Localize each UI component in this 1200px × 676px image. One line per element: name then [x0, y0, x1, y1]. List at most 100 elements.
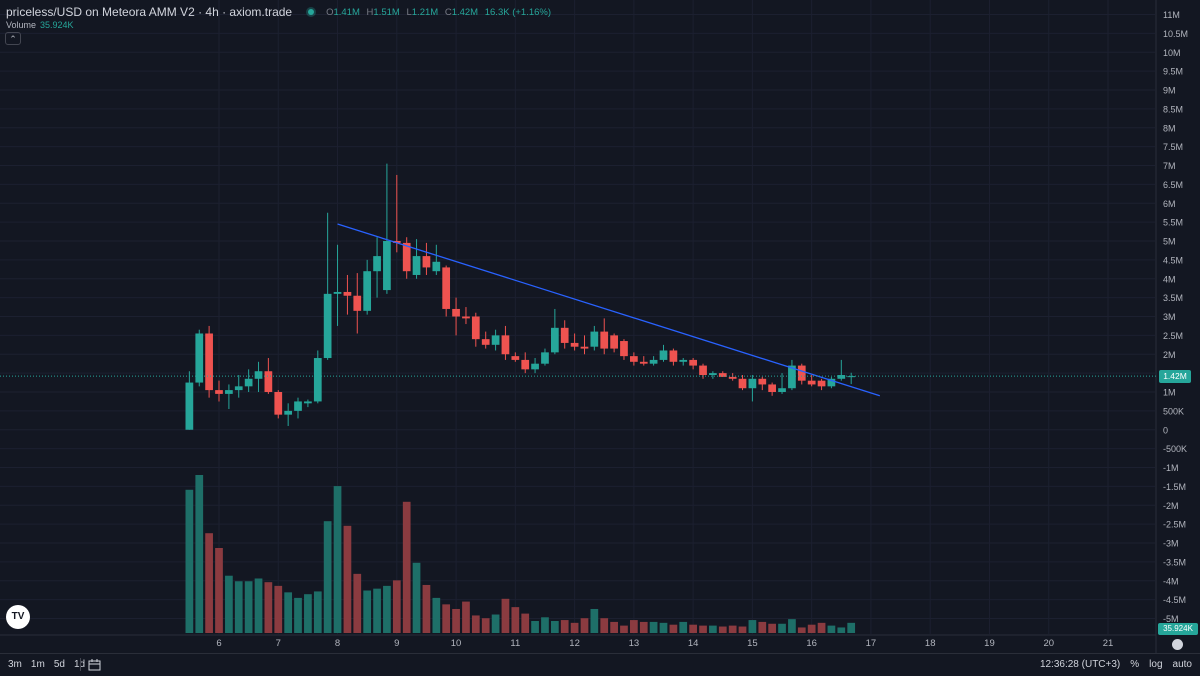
- volume-bar: [402, 501, 411, 633]
- candle-body: [412, 256, 421, 275]
- percent-scale-button[interactable]: %: [1130, 659, 1140, 670]
- low-label: L: [406, 6, 412, 18]
- volume-bar: [392, 580, 401, 633]
- candle-body: [383, 241, 391, 291]
- volume-bar: [827, 625, 836, 633]
- clock-time[interactable]: 12:36:28 (UTC+3): [1039, 659, 1121, 670]
- volume-bar: [215, 547, 223, 633]
- volume-bar: [630, 620, 638, 633]
- price-tick-label: 2.5M: [1163, 331, 1183, 341]
- candle-body: [738, 378, 747, 389]
- candle-body: [274, 392, 283, 415]
- chevron-up-icon: ⌃: [9, 34, 17, 44]
- candle-body: [827, 378, 836, 387]
- volume-bar: [649, 621, 658, 633]
- volume-bars: [185, 475, 856, 633]
- range-1d-button[interactable]: 1d: [74, 659, 85, 670]
- volume-bar: [807, 624, 816, 633]
- candle-body: [481, 339, 490, 345]
- tradingview-logo[interactable]: TV: [6, 605, 30, 629]
- scale-options: 12:36:28 (UTC+3) % log auto: [1040, 659, 1192, 670]
- candle-body: [560, 327, 569, 343]
- volume-bar: [639, 621, 648, 633]
- volume-bar: [679, 621, 688, 633]
- candle-body: [639, 361, 648, 364]
- candle-body: [501, 335, 510, 355]
- time-tick-label: 11: [510, 638, 520, 649]
- candle-body: [551, 327, 559, 353]
- last-volume-label: 35.924K: [1158, 623, 1198, 635]
- candle-body: [570, 342, 579, 347]
- candle-body: [541, 352, 549, 364]
- candle-body: [689, 359, 697, 366]
- candle-body: [590, 331, 599, 347]
- symbol-title[interactable]: priceless/USD on Meteora AMM V2 · 4h · a…: [6, 5, 293, 19]
- volume-bar: [185, 489, 194, 633]
- candle-body: [373, 256, 381, 272]
- volume-bar: [847, 622, 856, 633]
- time-axis[interactable]: 6 7 8 9 10 11 12 13 14 15 16 17 18 19 20 21: [216, 638, 1113, 649]
- price-tick-label: 10.5M: [1163, 29, 1188, 39]
- range-3m-button[interactable]: 3m: [8, 659, 22, 670]
- price-tick-label: 8M: [1163, 123, 1176, 133]
- volume-bar: [600, 618, 609, 633]
- trendline-layer[interactable]: [337, 223, 881, 397]
- scale-settings-button[interactable]: [1172, 639, 1183, 650]
- volume-bar: [452, 608, 460, 633]
- time-tick-label: 7: [276, 638, 281, 649]
- price-tick-label: -1.5M: [1163, 482, 1186, 492]
- high-label: H: [366, 6, 374, 18]
- volume-bar: [709, 625, 717, 633]
- candle-body: [600, 331, 609, 349]
- volume-bar: [570, 622, 579, 633]
- candle-body: [195, 333, 204, 383]
- candle-body: [699, 365, 707, 376]
- candle-body: [511, 356, 520, 360]
- candle-body: [709, 373, 717, 376]
- time-tick-label: 13: [629, 638, 640, 649]
- price-tick-label: -4.5M: [1163, 595, 1186, 605]
- volume-bar: [511, 607, 520, 633]
- toolbar-divider: [80, 658, 81, 671]
- volume-bar: [234, 581, 243, 633]
- price-tick-label: 6M: [1163, 199, 1176, 209]
- price-tick-label: 3.5M: [1163, 293, 1183, 303]
- volume-value: 35.924K: [40, 20, 74, 30]
- volume-bar: [551, 620, 559, 633]
- volume-bar: [620, 625, 628, 633]
- range-5d-button[interactable]: 5d: [53, 659, 65, 670]
- candle-body: [521, 359, 530, 370]
- range-1m-button[interactable]: 1m: [30, 659, 45, 670]
- volume-bar: [333, 486, 342, 633]
- candle-body: [323, 293, 332, 359]
- time-tick-label: 15: [747, 638, 758, 649]
- candle-body: [758, 378, 767, 385]
- log-scale-button[interactable]: log: [1149, 659, 1163, 670]
- volume-bar: [521, 613, 530, 633]
- volume-label: Volume: [6, 20, 37, 30]
- volume-bar: [205, 533, 213, 633]
- price-axis[interactable]: 11M 10.5M 10M 9.5M 9M 8.5M 8M 7.5M 7M 6.5M 6M 5.5M 5…: [1163, 10, 1188, 624]
- volume-bar: [718, 626, 727, 633]
- candle-body: [491, 335, 500, 345]
- volume-bar: [471, 615, 480, 633]
- volume-bar: [837, 627, 846, 633]
- candle-body: [185, 382, 194, 430]
- candle-body: [392, 241, 401, 243]
- price-tick-label: 1M: [1163, 388, 1176, 398]
- price-tick-label: -1M: [1163, 463, 1179, 473]
- volume-bar: [689, 624, 697, 633]
- calendar-icon[interactable]: [88, 659, 101, 671]
- volume-bar: [481, 618, 490, 633]
- candlestick-chart[interactable]: 11M 10.5M 10M 9.5M 9M 8.5M 8M 7.5M 7M 6.5M 6M 5.5M 5…: [0, 0, 1200, 653]
- candle-body: [343, 291, 352, 296]
- candle-body: [659, 350, 668, 360]
- time-tick-label: 20: [1043, 638, 1054, 649]
- auto-scale-button[interactable]: auto: [1172, 659, 1192, 670]
- collapse-legend-button[interactable]: ⌃: [5, 32, 21, 45]
- candle-body: [778, 388, 786, 392]
- time-tick-label: 17: [866, 638, 877, 649]
- time-tick-label: 14: [688, 638, 699, 649]
- close-value: 1.42M: [451, 6, 479, 18]
- volume-bar: [491, 614, 500, 633]
